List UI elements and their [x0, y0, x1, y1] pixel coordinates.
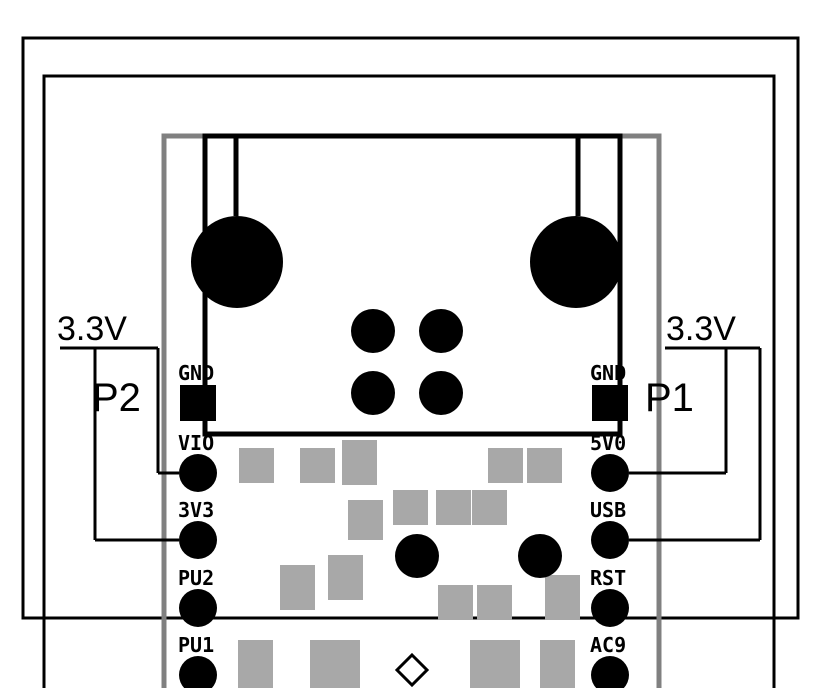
header-pin-icon [351, 371, 395, 415]
mounting-hole-icon [191, 216, 283, 308]
pin-label: PU2 [178, 566, 214, 590]
voltage-label: 3.3V [57, 310, 127, 348]
header-pin-icon [351, 309, 395, 353]
pin-label: PU1 [178, 633, 214, 657]
pin-label: VIO [178, 431, 214, 455]
smd-pad [348, 500, 383, 540]
header-label: P1 [645, 376, 694, 420]
smd-pad [436, 490, 471, 525]
header-label: P2 [92, 376, 141, 420]
header-pin-icon [419, 309, 463, 353]
smd-pad [300, 448, 335, 483]
smd-pad [238, 640, 273, 688]
pin-label: GND [178, 361, 214, 385]
via-icon [518, 534, 562, 578]
gnd-pin-square [180, 385, 216, 421]
smd-pad [527, 448, 562, 483]
voltage-label: 3.3V [666, 310, 736, 348]
smd-pad [438, 585, 473, 620]
smd-pad [342, 440, 377, 485]
smd-pad [472, 490, 507, 525]
pin-hole-icon [179, 454, 217, 492]
smd-pad [239, 448, 274, 483]
smd-pad [477, 585, 512, 620]
smd-pad [280, 565, 315, 610]
header-pin-icon [419, 371, 463, 415]
via-icon [395, 534, 439, 578]
pin-hole-icon [591, 454, 629, 492]
pin-label: AC9 [590, 633, 626, 657]
pin-hole-icon [179, 589, 217, 627]
smd-pad [393, 490, 428, 525]
pin-label: 5V0 [590, 431, 626, 455]
pin-hole-icon [591, 589, 629, 627]
smd-pad [545, 575, 580, 620]
smd-pad [470, 640, 520, 688]
gnd-pin-square [592, 385, 628, 421]
pin-label: 3V3 [178, 498, 214, 522]
pin-label: USB [590, 498, 626, 522]
smd-pad [540, 640, 575, 688]
smd-pad [310, 640, 360, 688]
pin-label: RST [590, 566, 626, 590]
smd-pad [328, 555, 363, 600]
mounting-hole-icon [530, 216, 622, 308]
pin-hole-icon [591, 521, 629, 559]
smd-pad [488, 448, 523, 483]
pin-label: GND [590, 361, 626, 385]
pin-hole-icon [179, 521, 217, 559]
